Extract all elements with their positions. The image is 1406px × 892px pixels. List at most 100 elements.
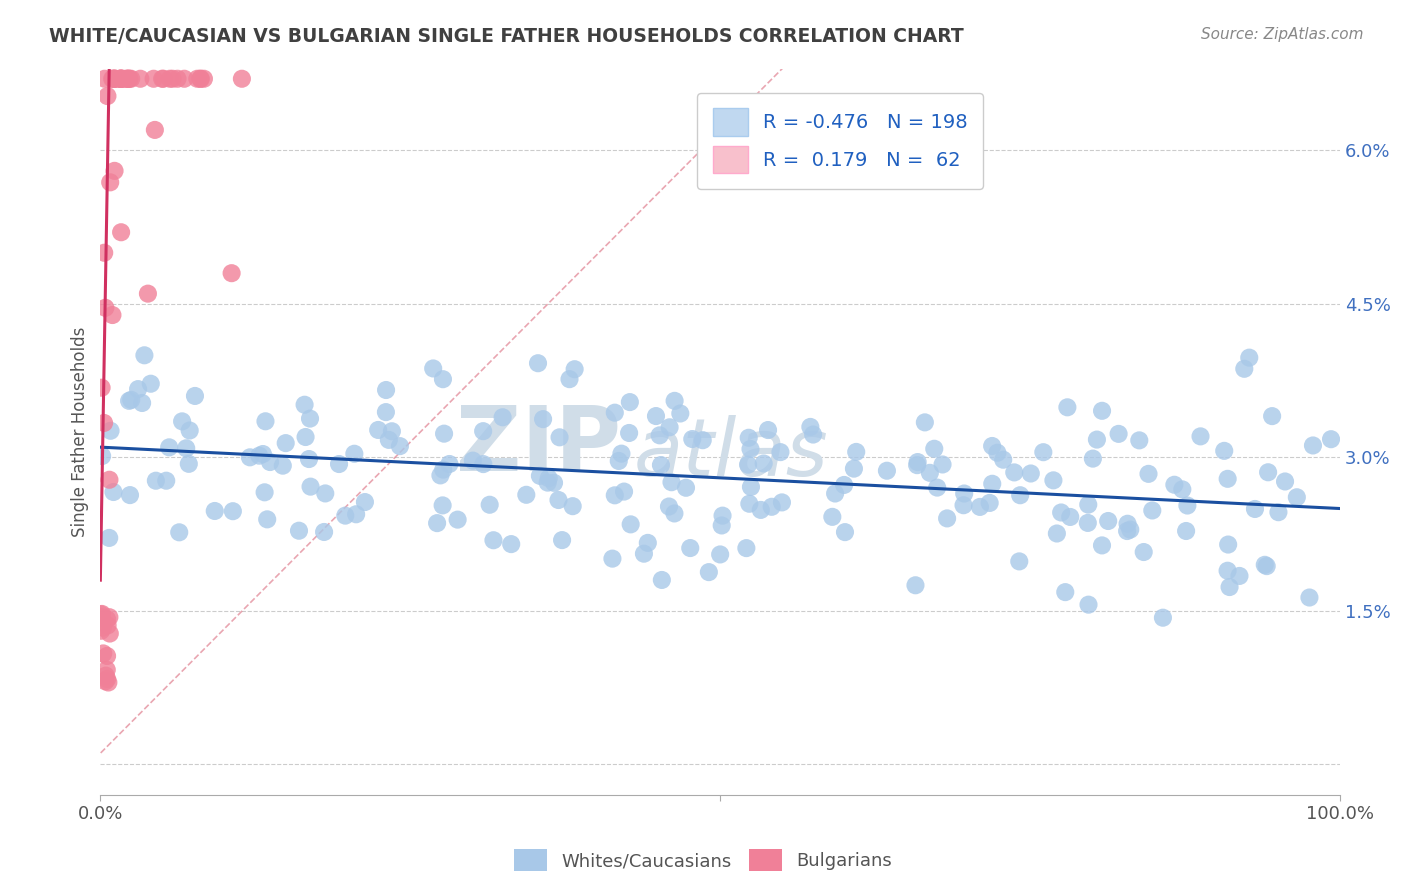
Point (548, 430, 571, 444)
Point (98, 175, 121, 189)
Point (842, 461, 865, 475)
Point (993, 452, 1015, 467)
Point (936, 511, 959, 525)
Point (821, 509, 844, 524)
Point (482, 533, 505, 548)
Point (1233, 361, 1256, 376)
Point (91, 449, 114, 463)
Point (254, 414, 277, 428)
Point (91, 647, 114, 661)
Point (986, 446, 1008, 460)
Point (769, 445, 792, 459)
Point (756, 423, 779, 437)
Point (271, 458, 294, 473)
Point (613, 484, 636, 499)
Point (367, 423, 389, 437)
Point (658, 500, 681, 514)
Point (172, 414, 194, 428)
Point (543, 475, 565, 490)
Point (129, 71, 152, 86)
Point (100, 424, 122, 438)
Point (120, 71, 142, 86)
Point (1077, 598, 1099, 612)
Point (461, 453, 484, 467)
Point (1010, 488, 1032, 502)
Point (679, 541, 702, 555)
Point (184, 389, 207, 403)
Point (537, 475, 560, 490)
Point (832, 478, 855, 492)
Point (472, 457, 495, 471)
Point (1257, 465, 1279, 479)
Point (97, 675, 120, 690)
Point (96, 612, 118, 626)
Point (952, 498, 974, 512)
Point (256, 512, 278, 526)
Point (1267, 505, 1289, 519)
Point (1042, 474, 1064, 488)
Point (104, 71, 127, 86)
Point (104, 71, 127, 86)
Point (551, 533, 574, 547)
Point (1097, 514, 1119, 528)
Point (1213, 443, 1236, 458)
Point (150, 71, 173, 86)
Y-axis label: Single Father Households: Single Father Households (72, 326, 89, 537)
Point (658, 420, 681, 434)
Point (90, 381, 112, 395)
Point (633, 547, 655, 561)
Point (117, 71, 139, 86)
Point (98, 531, 121, 545)
Point (145, 474, 167, 488)
Point (131, 396, 153, 410)
Point (98, 473, 121, 487)
Text: atlas: atlas (634, 415, 828, 492)
Point (531, 412, 554, 426)
Point (603, 406, 626, 420)
Point (118, 488, 141, 502)
Point (1085, 433, 1108, 447)
Point (1229, 569, 1251, 583)
Point (664, 507, 686, 521)
Point (104, 71, 127, 86)
Point (115, 71, 138, 86)
Point (1077, 498, 1099, 512)
Point (515, 488, 537, 502)
Point (110, 225, 132, 239)
Point (118, 393, 141, 408)
Point (1008, 554, 1031, 568)
Point (162, 71, 184, 86)
Point (927, 481, 949, 495)
Point (259, 455, 281, 469)
Point (97, 618, 120, 632)
Point (103, 485, 125, 500)
Point (173, 71, 195, 86)
Point (602, 551, 624, 566)
Point (1059, 510, 1081, 524)
Point (186, 71, 208, 86)
Point (101, 71, 124, 86)
Point (737, 458, 759, 472)
Point (111, 71, 134, 86)
Point (328, 457, 350, 471)
Point (914, 416, 936, 430)
Point (166, 71, 188, 86)
Point (294, 430, 316, 444)
Point (98, 626, 121, 640)
Point (101, 308, 124, 322)
Point (529, 468, 551, 483)
Point (429, 468, 451, 483)
Point (651, 573, 673, 587)
Point (876, 464, 898, 478)
Point (231, 71, 253, 86)
Point (152, 71, 174, 86)
Point (1256, 559, 1278, 574)
Point (1152, 610, 1174, 624)
Point (564, 362, 586, 376)
Point (824, 486, 846, 500)
Point (1054, 585, 1077, 599)
Text: WHITE/CAUCASIAN VS BULGARIAN SINGLE FATHER HOUSEHOLDS CORRELATION CHART: WHITE/CAUCASIAN VS BULGARIAN SINGLE FATH… (49, 27, 965, 45)
Point (561, 499, 583, 513)
Point (1218, 537, 1240, 551)
Point (1320, 432, 1343, 446)
